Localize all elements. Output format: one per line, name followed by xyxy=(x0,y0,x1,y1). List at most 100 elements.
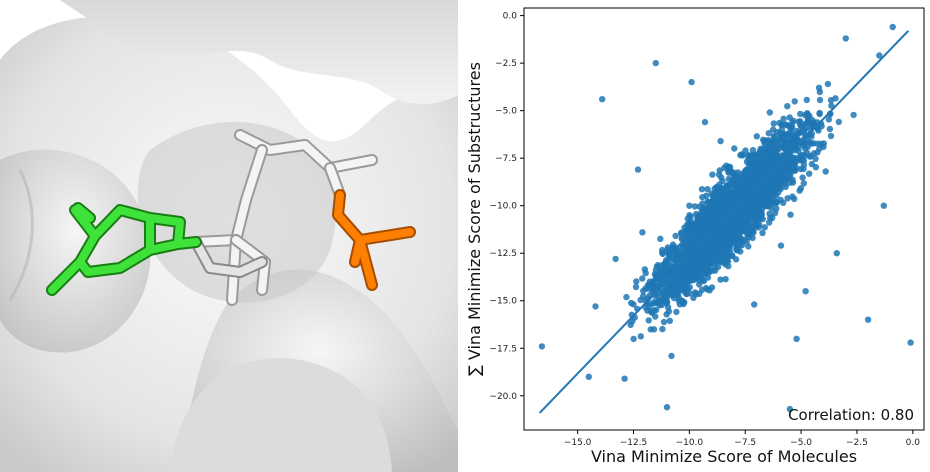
scatter-point xyxy=(783,176,790,183)
scatter-point xyxy=(645,317,652,324)
scatter-point xyxy=(681,299,688,306)
scatter-point xyxy=(769,186,776,194)
scatter-point xyxy=(735,213,742,220)
scatter-point xyxy=(776,119,783,127)
scatter-point xyxy=(716,248,723,255)
x-tick-label: −15.0 xyxy=(564,438,592,448)
x-tick-label: −5.0 xyxy=(790,438,812,448)
scatter-points xyxy=(538,23,914,413)
protein-surface-left-bulge xyxy=(0,149,151,353)
y-tick-label: 0.0 xyxy=(503,12,518,22)
scatter-point xyxy=(749,147,757,154)
scatter-point xyxy=(724,256,731,263)
scatter-point xyxy=(816,96,824,104)
scatter-point xyxy=(691,228,698,235)
scatter-point xyxy=(764,171,772,178)
scatter-point xyxy=(740,238,747,245)
scatter-point xyxy=(812,164,820,171)
scatter-point xyxy=(743,202,751,210)
scatter-point xyxy=(733,194,741,202)
scatter-point xyxy=(725,263,732,270)
y-axis-title: ∑ Vina Minimize Score of Substructures xyxy=(465,62,484,376)
scatter-point xyxy=(827,132,835,140)
scatter-point xyxy=(633,278,640,285)
y-tick-label: −12.5 xyxy=(489,249,517,259)
scatter-point xyxy=(711,249,718,256)
scatter-point xyxy=(669,263,676,270)
scatter-point xyxy=(751,173,758,181)
scatter-point xyxy=(729,231,736,238)
scatter-point xyxy=(876,52,883,59)
scatter-point xyxy=(690,251,698,258)
scatter-point xyxy=(759,229,766,237)
scatter-point xyxy=(676,243,684,251)
scatter-point xyxy=(770,151,778,158)
scatter-point xyxy=(592,303,599,310)
scatter-point xyxy=(681,289,689,296)
scatter-point xyxy=(787,211,794,218)
scatter-point xyxy=(762,145,769,152)
scatter-point xyxy=(789,193,796,200)
scatter-point xyxy=(612,255,619,263)
scatter-point xyxy=(771,209,779,217)
scatter-point xyxy=(770,133,778,140)
scatter-point xyxy=(733,242,740,249)
scatter-point xyxy=(826,125,834,133)
scatter-point xyxy=(695,235,702,243)
scatter-point xyxy=(800,180,807,187)
scatter-point xyxy=(907,339,914,346)
scatter-point xyxy=(677,273,684,281)
scatter-point xyxy=(766,109,773,116)
scatter-point xyxy=(765,130,772,137)
scatter-point xyxy=(693,241,700,249)
scatter-point xyxy=(815,84,823,92)
scatter-point xyxy=(796,187,803,194)
scatter-point xyxy=(842,35,849,42)
scatter-point xyxy=(685,261,692,269)
scatter-point xyxy=(665,308,673,315)
y-axis-ticks: 0.0 −2.5 −5.0 −7.5 −10.0 −12.5 −15.0 −17.5 −20.0 xyxy=(489,12,524,402)
y-tick-label: −20.0 xyxy=(489,392,517,402)
scatter-point xyxy=(652,59,659,67)
scatter-point xyxy=(780,143,788,151)
scatter-point xyxy=(686,238,693,245)
scatter-point xyxy=(816,145,823,152)
scatter-point xyxy=(630,301,637,308)
scatter-point xyxy=(833,250,840,257)
scatter-point xyxy=(675,251,682,258)
scatter-point xyxy=(695,224,703,232)
scatter-point xyxy=(738,184,745,192)
scatter-point xyxy=(749,234,756,242)
protein-surface-bottom-lobe xyxy=(170,358,392,472)
scatter-point xyxy=(784,195,791,202)
scatter-point xyxy=(660,275,667,283)
scatter-point xyxy=(639,229,646,236)
scatter-point xyxy=(769,214,776,222)
scatter-point xyxy=(637,333,644,340)
scatter-point xyxy=(669,251,676,259)
scatter-point xyxy=(623,293,630,301)
scatter-point xyxy=(776,135,784,143)
scatter-point xyxy=(659,246,666,254)
scatter-point xyxy=(690,276,697,283)
scatter-point xyxy=(691,220,698,228)
x-tick-label: −10.0 xyxy=(676,438,704,448)
scatter-point xyxy=(737,152,744,159)
scatter-point xyxy=(686,284,693,291)
scatter-point xyxy=(714,200,721,208)
scatter-point xyxy=(659,262,666,269)
scatter-point xyxy=(653,299,660,306)
scatter-point xyxy=(791,98,798,105)
scatter-point xyxy=(746,224,754,231)
scatter-point xyxy=(670,290,677,297)
scatter-point xyxy=(751,301,758,308)
scatter-point xyxy=(824,80,832,88)
scatter-point xyxy=(705,262,712,269)
scatter-point xyxy=(726,244,734,251)
scatter-point xyxy=(785,146,792,154)
scatter-point xyxy=(652,313,659,320)
scatter-point xyxy=(793,335,800,342)
ligand-green-fragment xyxy=(46,202,202,296)
scatter-point xyxy=(647,326,654,333)
scatter-point xyxy=(745,243,752,250)
